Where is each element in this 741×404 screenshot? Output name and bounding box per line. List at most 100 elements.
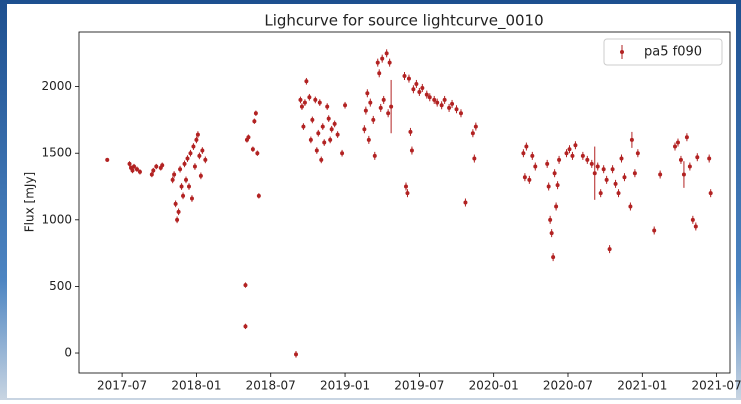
data-point: [316, 131, 320, 135]
data-point: [403, 74, 407, 78]
data-point: [432, 98, 436, 102]
data-point: [365, 91, 369, 95]
data-point: [318, 101, 322, 105]
data-point: [682, 173, 686, 177]
data-point: [404, 185, 408, 189]
data-point: [190, 197, 194, 201]
data-point: [614, 182, 618, 186]
data-point: [304, 79, 308, 83]
data-point: [243, 283, 247, 287]
data-point: [368, 101, 372, 105]
data-point: [377, 71, 381, 75]
data-point: [474, 125, 478, 129]
data-point: [408, 130, 412, 134]
data-point: [565, 151, 569, 155]
data-point: [184, 178, 188, 182]
data-point: [573, 143, 577, 147]
x-tick-label: 2020-01: [469, 379, 519, 393]
data-point: [340, 151, 344, 155]
x-tick-label: 2019-07: [394, 379, 444, 393]
data-point: [407, 77, 411, 81]
data-point: [200, 149, 204, 153]
data-point: [132, 165, 136, 169]
data-point: [443, 98, 447, 102]
y-tick-label: 0: [64, 346, 72, 360]
data-point: [694, 224, 698, 228]
data-point: [685, 135, 689, 139]
data-point: [581, 154, 585, 158]
data-point: [658, 173, 662, 177]
data-point: [410, 149, 414, 153]
data-point: [463, 201, 467, 205]
data-point: [567, 147, 571, 151]
data-point: [174, 202, 178, 206]
data-point: [325, 105, 329, 109]
data-point: [177, 210, 181, 214]
data-point: [193, 165, 197, 169]
data-point: [551, 255, 555, 259]
data-point: [199, 174, 203, 178]
data-point: [617, 191, 621, 195]
y-tick-label: 500: [49, 279, 72, 293]
data-point: [309, 138, 313, 142]
data-point: [545, 162, 549, 166]
data-point: [547, 185, 551, 189]
data-point: [389, 105, 393, 109]
data-point: [636, 151, 640, 155]
y-axis-label: Flux [mJy]: [23, 172, 37, 232]
data-point: [523, 175, 527, 179]
data-point: [414, 82, 418, 86]
data-point: [181, 194, 185, 198]
data-point: [252, 119, 256, 123]
x-tick-label: 2018-01: [171, 379, 221, 393]
data-point: [172, 173, 176, 177]
data-point: [417, 90, 421, 94]
data-point: [455, 107, 459, 111]
data-point: [188, 151, 192, 155]
x-tick-label: 2017-07: [97, 379, 147, 393]
data-point: [151, 169, 155, 173]
x-tick-label: 2019-01: [320, 379, 370, 393]
data-point: [301, 125, 305, 129]
data-point: [524, 145, 528, 149]
data-point: [379, 106, 383, 110]
data-point: [388, 61, 392, 65]
data-point: [630, 138, 634, 142]
y-tick-label: 2000: [41, 79, 72, 93]
data-point: [313, 98, 317, 102]
data-point: [691, 218, 695, 222]
page: Lighcurve for source lightcurve_0010 Flu…: [0, 0, 741, 400]
data-point: [154, 165, 158, 169]
data-point: [554, 204, 558, 208]
data-point: [633, 171, 637, 175]
data-point: [135, 167, 139, 171]
data-point: [553, 171, 557, 175]
data-point: [596, 165, 600, 169]
data-point: [310, 118, 314, 122]
data-point: [194, 138, 198, 142]
data-point: [382, 98, 386, 102]
data-point: [420, 86, 424, 90]
data-point: [676, 141, 680, 145]
data-point: [138, 170, 142, 174]
data-point: [336, 133, 340, 137]
data-point: [459, 111, 463, 115]
data-point: [319, 158, 323, 162]
data-point: [254, 111, 258, 115]
data-point: [450, 102, 454, 106]
data-point: [330, 127, 334, 131]
data-point: [602, 167, 606, 171]
data-point: [364, 109, 368, 113]
data-point: [425, 93, 429, 97]
data-point: [243, 324, 247, 328]
data-point: [203, 158, 207, 162]
data-point: [428, 95, 432, 99]
data-point: [380, 57, 384, 61]
data-point: [590, 162, 594, 166]
data-point: [171, 178, 175, 182]
data-point: [307, 95, 311, 99]
y-tick-label: 1500: [41, 146, 72, 160]
data-point: [257, 194, 261, 198]
data-point: [679, 158, 683, 162]
data-point: [298, 98, 302, 102]
